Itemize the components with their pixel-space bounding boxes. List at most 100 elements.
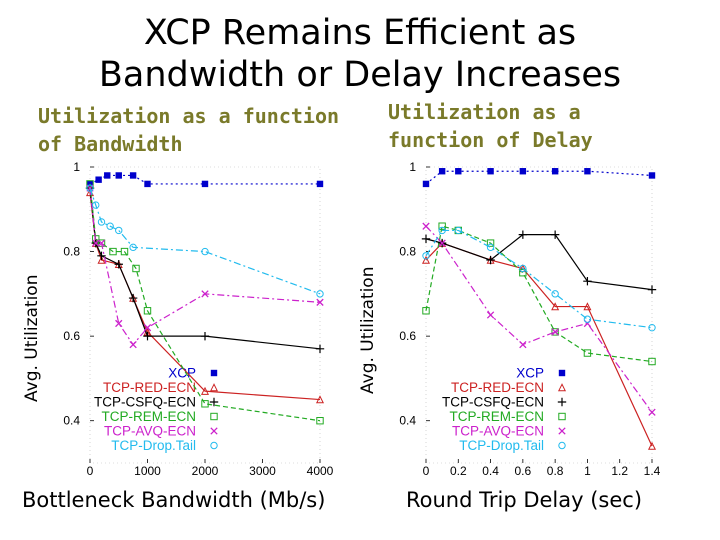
legend-marker <box>209 397 219 407</box>
y-tick-label: 1 <box>73 160 80 174</box>
y-tick-label: 0.8 <box>63 245 80 259</box>
series-tcp-rem-ecn <box>422 222 656 366</box>
data-point <box>97 255 106 264</box>
chart-panel-1: 0.4 0.6 0.8 1 0 1000 2000 3000 4000 XCPTCP-RED-EC… <box>63 160 333 478</box>
data-point <box>648 408 656 416</box>
x-tick-label: 0.6 <box>515 464 532 478</box>
legend-marker <box>210 369 218 377</box>
legend-label: TCP-Drop.Tail <box>459 438 544 453</box>
data-point <box>438 222 446 230</box>
data-point <box>519 340 527 349</box>
data-point <box>551 328 559 336</box>
data-point <box>132 264 140 273</box>
data-point <box>648 323 656 332</box>
data-point <box>583 302 592 311</box>
y-tick-label: 0.6 <box>399 329 416 343</box>
y-tick-label: 0.4 <box>63 414 80 428</box>
data-point <box>422 252 430 260</box>
data-point <box>97 218 106 226</box>
series-tcp-avq-ecn <box>86 184 324 349</box>
data-point <box>143 307 152 315</box>
series-line <box>425 225 653 363</box>
plot-frame <box>425 166 653 464</box>
data-point <box>551 290 559 298</box>
x-tick-label: 0.4 <box>482 464 499 478</box>
legend-label: TCP-RED-ECN <box>103 380 196 395</box>
data-point <box>583 276 592 286</box>
legend-label: TCP-AVQ-ECN <box>452 424 544 439</box>
x-tick-label: 0.2 <box>450 464 467 478</box>
x-tick-label: 1.4 <box>644 464 661 478</box>
data-point <box>97 239 106 247</box>
data-point <box>550 230 560 239</box>
data-point <box>519 168 527 175</box>
data-point <box>438 239 446 247</box>
data-point <box>438 168 446 175</box>
right-x-axis-label: Round Trip Delay (sec) <box>406 488 643 512</box>
x-tick-label: 3000 <box>249 464 276 478</box>
legend-marker <box>558 412 566 421</box>
data-point <box>86 184 94 192</box>
data-point <box>97 251 106 260</box>
data-point <box>455 168 462 175</box>
data-point <box>114 260 123 269</box>
x-tick-label: 0.8 <box>547 464 564 478</box>
series-line <box>425 170 653 185</box>
data-point <box>92 235 100 243</box>
chart-panel-2: 0.4 0.6 0.8 1 0 0.2 0.4 0.6 0.8 1 1.2 1.4 XCPTCP-RED… <box>399 160 660 478</box>
data-point <box>648 357 656 366</box>
legend-marker <box>557 383 567 392</box>
data-point <box>584 168 591 175</box>
data-point <box>316 298 324 306</box>
data-point <box>97 239 106 247</box>
data-point <box>486 243 495 252</box>
data-point <box>129 243 137 252</box>
legend-marker <box>210 412 218 421</box>
legend-label: TCP-REM-ECN <box>102 409 197 424</box>
legend-marker <box>558 427 566 435</box>
legend-label: TCP-CSFQ-ECN <box>94 395 196 410</box>
data-point <box>109 247 117 256</box>
legend-label: TCP-CSFQ-ECN <box>442 395 544 410</box>
x-tick-label: 0 <box>423 464 430 478</box>
series-line <box>89 188 321 350</box>
data-point <box>143 324 152 332</box>
data-point <box>129 172 137 179</box>
left-x-axis-label: Bottleneck Bandwidth (Mb/s) <box>22 488 326 512</box>
data-point <box>422 307 430 315</box>
data-point <box>86 180 94 188</box>
x-tick-label: 2000 <box>192 464 219 478</box>
data-point <box>86 180 94 188</box>
y-tick-label: 0.6 <box>63 329 80 343</box>
data-point <box>422 180 430 188</box>
data-point <box>551 328 559 336</box>
x-tick-label: 1.2 <box>611 464 628 478</box>
legend-marker <box>557 397 567 407</box>
data-point <box>315 344 325 354</box>
slide-title-line2: Bandwidth or Delay Increases <box>98 55 622 95</box>
legend-marker <box>210 441 218 450</box>
right-chart-title: Utilization as a function of Delay <box>388 100 593 152</box>
series-line <box>425 229 653 329</box>
data-point <box>201 247 209 256</box>
data-point <box>201 180 209 188</box>
series-tcp-drop-tail <box>86 184 324 298</box>
data-point <box>422 222 430 230</box>
y-tick-label: 0.4 <box>399 414 416 428</box>
slide-title-line1: XCP Remains Efficient as <box>143 13 577 53</box>
data-point <box>316 417 324 425</box>
data-point <box>92 201 100 209</box>
data-point <box>487 168 494 175</box>
data-point <box>519 264 527 273</box>
series-tcp-drop-tail <box>422 226 656 332</box>
series-tcp-red-ecn <box>85 188 325 404</box>
data-point <box>106 222 114 230</box>
data-point <box>583 349 592 357</box>
data-point <box>486 239 495 247</box>
data-point <box>421 255 431 264</box>
series-tcp-avq-ecn <box>422 222 656 416</box>
data-point <box>438 226 446 235</box>
series-tcp-csfq-ecn <box>85 183 325 354</box>
data-point <box>454 226 462 235</box>
